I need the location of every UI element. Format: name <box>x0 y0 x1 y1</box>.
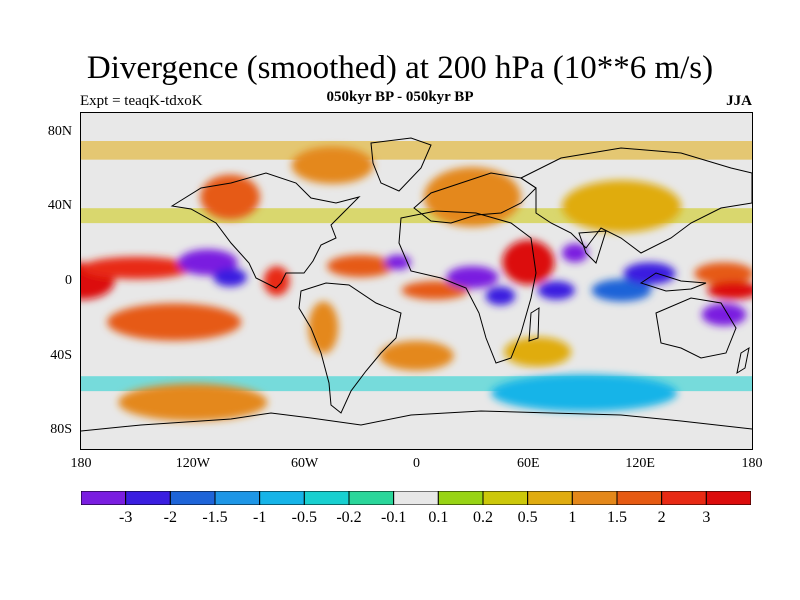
field-blob-5 <box>263 266 290 296</box>
field-blob-2 <box>177 249 238 276</box>
colorbar-box-9 <box>482 491 529 505</box>
coastline-asia <box>520 147 752 254</box>
field-blob-16 <box>623 262 676 285</box>
lon-tick-4: 60E <box>517 456 540 471</box>
coastline-madagascar <box>528 307 540 342</box>
field-blob-21 <box>291 146 374 184</box>
field-blob-10 <box>446 266 499 289</box>
field-blob-18 <box>707 281 752 300</box>
lon-tick-3: 0 <box>413 456 420 471</box>
experiment-label: Expt = teaqK-tdxoK <box>80 93 203 109</box>
field-blob-25 <box>504 337 572 367</box>
coastline-europe <box>413 172 537 224</box>
field-blob-12 <box>502 239 555 285</box>
lat-tick-80S: 80S <box>50 422 72 438</box>
coastline-south-america <box>298 282 402 414</box>
lon-tick-2: 60W <box>291 456 319 471</box>
colorbar-label-9: 0.5 <box>517 509 538 526</box>
colorbar-box-11 <box>571 491 618 505</box>
lon-tick-1: 120W <box>175 456 210 471</box>
colorbar-label-10: 1 <box>568 509 577 526</box>
map-frame <box>80 112 753 450</box>
field-blob-19 <box>701 303 747 326</box>
field-blob-14 <box>537 281 575 300</box>
colorbar-box-8 <box>437 491 484 505</box>
lon-tick-6: 180 <box>741 456 763 471</box>
coastline-greenland <box>370 137 432 192</box>
coastline-africa <box>398 210 537 364</box>
colorbar <box>81 491 751 505</box>
colorbar-label-5: -0.2 <box>336 509 362 526</box>
lat-tick-80N: 80N <box>47 123 72 139</box>
colorbar-label-4: -0.5 <box>291 509 317 526</box>
field-blobs <box>81 146 752 422</box>
field-blob-8 <box>384 254 411 270</box>
colorbar-box-10 <box>527 491 573 505</box>
field-blob-13 <box>561 243 588 263</box>
season-label: JJA <box>726 93 752 109</box>
colorbar-box-3 <box>214 491 261 505</box>
field-blob-15 <box>591 279 652 302</box>
coastline-indonesia <box>639 272 707 292</box>
field-blob-27 <box>118 383 268 422</box>
colorbar-box-12 <box>616 491 663 505</box>
colorbar-box-13 <box>661 491 707 505</box>
coastline-north-america <box>170 172 361 289</box>
lon-tick-0: 180 <box>70 456 92 471</box>
field-blob-3 <box>213 267 247 287</box>
colorbar-box-1 <box>125 491 171 505</box>
divergence-map <box>81 113 752 449</box>
field-blob-24 <box>379 340 454 371</box>
colorbar-label-3: -1 <box>252 509 267 526</box>
colorbar-box-5 <box>303 491 350 505</box>
field-blob-1 <box>81 256 193 280</box>
period-label: 050kyr BP - 050kyr BP <box>326 89 474 105</box>
colorbar-label-8: 0.2 <box>473 509 493 526</box>
colorbar-label-12: 2 <box>657 509 666 526</box>
lon-tick-5: 120E <box>625 456 655 471</box>
field-blob-11 <box>485 286 516 306</box>
colorbar-box-14 <box>705 491 751 505</box>
field-blob-9 <box>401 281 469 300</box>
lat-tick-40N: 40N <box>47 198 72 214</box>
field-blob-26 <box>491 374 678 412</box>
coastlines <box>81 137 752 432</box>
colorbar-box-7 <box>393 491 439 505</box>
colorbar-box-2 <box>169 491 216 505</box>
colorbar-label-0: -3 <box>118 509 133 526</box>
colorbar-label-2: -1.5 <box>202 509 228 526</box>
colorbar-label-7: 0.1 <box>428 509 449 526</box>
field-blob-23 <box>561 180 682 233</box>
field-blob-7 <box>327 254 395 278</box>
colorbar-box-0 <box>81 491 127 505</box>
colorbar-label-6: -0.1 <box>380 509 407 526</box>
field-blob-4 <box>107 303 242 341</box>
coastline-india <box>578 230 607 264</box>
plot-title: Divergence (smoothed) at 200 hPa (10**6 … <box>86 50 714 86</box>
colorbar-label-1: -2 <box>163 509 177 526</box>
coastline-antarctica <box>81 410 752 432</box>
colorbar-label-13: 3 <box>702 509 711 526</box>
field-band-0 <box>81 141 752 160</box>
coastline-australia <box>655 297 737 359</box>
field-blob-17 <box>694 262 752 285</box>
colorbar-label-11: 1.5 <box>607 509 627 526</box>
lat-tick-0: 0 <box>65 273 72 288</box>
lat-tick-40S: 40S <box>50 347 72 363</box>
colorbar-box-6 <box>348 491 395 505</box>
coastline-new-zealand <box>736 346 750 375</box>
colorbar-box-4 <box>259 491 305 505</box>
